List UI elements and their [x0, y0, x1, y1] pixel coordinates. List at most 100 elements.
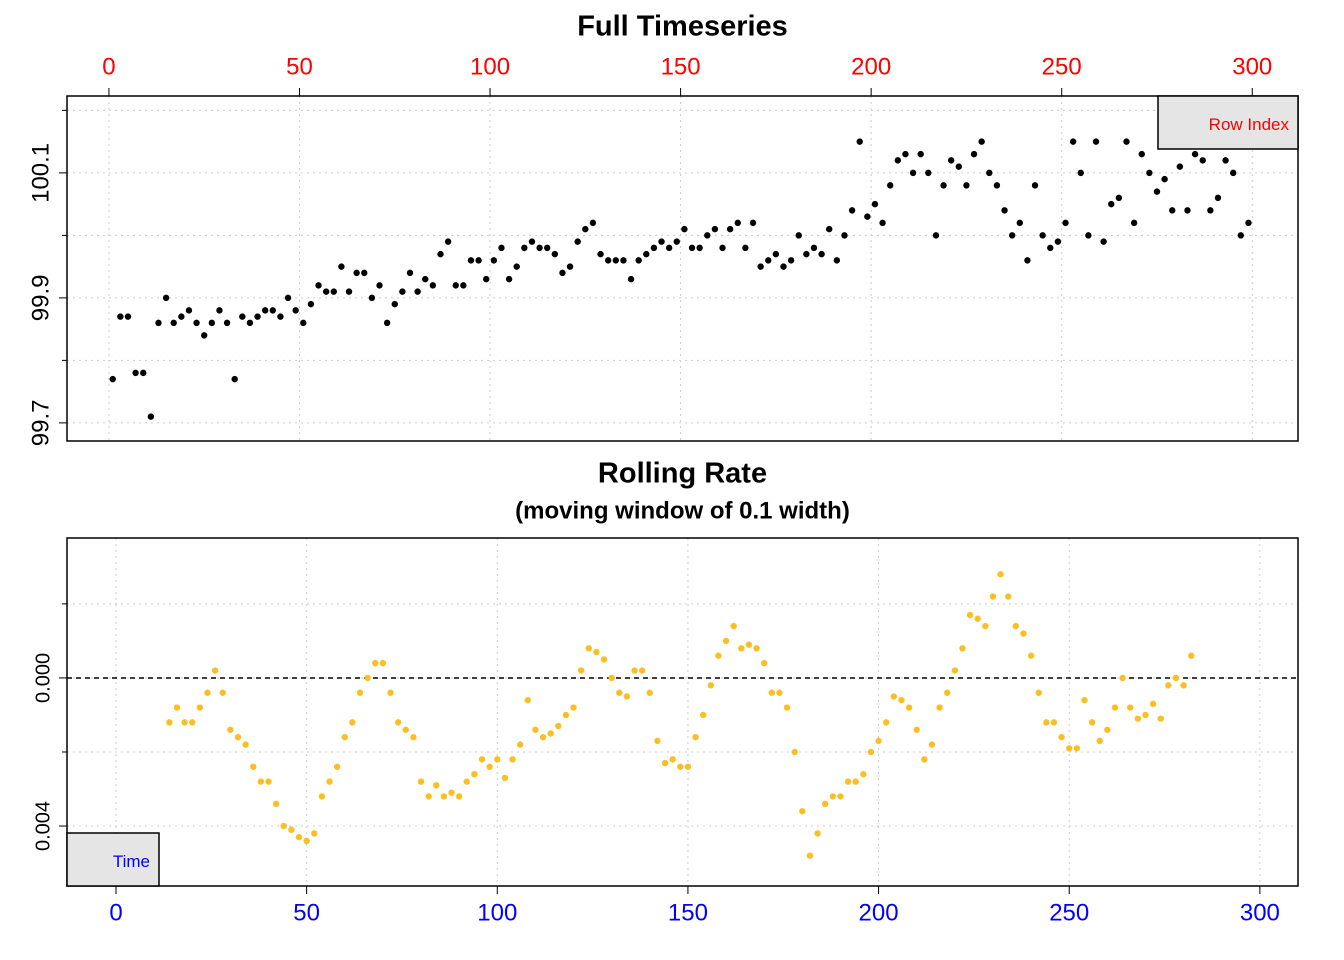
- point: [284, 294, 292, 302]
- x-tick-label: 100: [470, 53, 510, 80]
- point: [311, 830, 318, 837]
- point: [1092, 138, 1100, 145]
- point: [410, 733, 417, 741]
- point: [124, 313, 132, 320]
- point: [699, 711, 707, 719]
- point: [463, 778, 470, 785]
- point: [875, 737, 882, 745]
- point: [1066, 745, 1073, 752]
- point: [856, 138, 863, 145]
- point: [429, 282, 437, 289]
- point: [841, 232, 848, 239]
- point: [185, 307, 193, 314]
- point: [905, 704, 913, 711]
- x-tick-label: 0: [102, 53, 115, 80]
- point: [478, 756, 486, 763]
- point: [414, 288, 421, 295]
- point: [1149, 700, 1157, 708]
- point: [917, 150, 924, 158]
- x-tick-label: 250: [1049, 899, 1089, 926]
- point: [1108, 200, 1115, 208]
- x-tick-label: 150: [661, 53, 701, 80]
- point: [532, 726, 539, 733]
- point: [261, 307, 269, 314]
- point: [444, 238, 452, 245]
- x-tick-label: 300: [1232, 53, 1272, 80]
- point: [1043, 719, 1050, 726]
- point: [970, 150, 978, 158]
- point: [147, 413, 155, 420]
- point: [1115, 194, 1123, 202]
- point: [383, 319, 391, 327]
- point: [768, 689, 776, 696]
- point: [460, 282, 467, 289]
- point: [1207, 207, 1214, 214]
- point: [1245, 219, 1252, 227]
- point: [272, 800, 280, 808]
- point: [394, 719, 402, 726]
- point: [524, 696, 531, 704]
- point: [1012, 622, 1020, 630]
- point: [562, 711, 570, 719]
- point: [879, 219, 886, 227]
- point: [947, 157, 955, 164]
- point: [894, 157, 902, 164]
- point: [963, 182, 970, 189]
- point: [982, 622, 989, 630]
- point: [494, 756, 501, 763]
- point: [989, 593, 997, 600]
- point: [1088, 719, 1096, 726]
- point: [959, 645, 966, 652]
- point: [1073, 745, 1081, 752]
- point: [951, 667, 959, 674]
- point: [1100, 238, 1107, 245]
- point: [582, 225, 589, 233]
- point: [254, 313, 261, 320]
- point: [315, 282, 322, 289]
- point: [765, 257, 772, 264]
- point: [1188, 652, 1195, 659]
- point: [696, 244, 703, 252]
- point: [635, 257, 642, 264]
- point: [1134, 715, 1142, 722]
- point: [1237, 232, 1245, 239]
- point: [166, 719, 173, 726]
- point: [559, 269, 566, 277]
- point: [928, 741, 936, 748]
- point: [734, 219, 741, 227]
- point: [1127, 704, 1134, 711]
- point: [539, 733, 547, 741]
- point: [498, 244, 505, 252]
- point: [871, 200, 879, 208]
- point: [330, 288, 337, 295]
- point: [604, 257, 612, 264]
- point: [742, 244, 749, 252]
- point: [826, 225, 833, 233]
- point: [974, 615, 981, 622]
- point: [650, 244, 658, 252]
- point: [783, 704, 791, 711]
- point: [997, 571, 1004, 578]
- point: [269, 307, 277, 314]
- point: [1142, 711, 1149, 719]
- point: [898, 696, 905, 704]
- point: [448, 789, 455, 796]
- chart-subtitle: (moving window of 0.1 width): [515, 497, 850, 524]
- point: [966, 611, 974, 619]
- point: [707, 682, 715, 689]
- point: [753, 645, 760, 652]
- axis-label-box: [66, 832, 160, 887]
- point: [471, 770, 478, 778]
- point: [349, 719, 356, 726]
- point: [803, 250, 810, 258]
- point: [303, 837, 310, 845]
- point: [391, 300, 398, 308]
- x-tick-label: 50: [293, 899, 320, 926]
- point: [117, 313, 124, 320]
- point: [1001, 207, 1008, 214]
- point: [1191, 150, 1199, 158]
- point: [246, 319, 254, 327]
- point: [1020, 630, 1027, 637]
- point: [257, 778, 265, 785]
